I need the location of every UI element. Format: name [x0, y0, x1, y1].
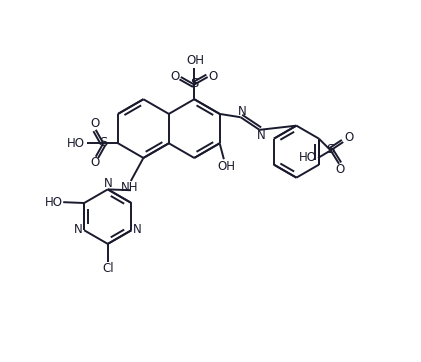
Text: O: O — [171, 70, 180, 83]
Text: S: S — [190, 77, 198, 90]
Text: HO: HO — [298, 151, 317, 164]
Text: OH: OH — [217, 160, 235, 173]
Text: N: N — [257, 129, 266, 142]
Text: O: O — [90, 156, 99, 169]
Text: O: O — [90, 118, 99, 130]
Text: N: N — [133, 223, 141, 236]
Text: HO: HO — [67, 137, 85, 150]
Text: O: O — [335, 163, 344, 176]
Text: HO: HO — [45, 196, 63, 209]
Text: Cl: Cl — [102, 262, 114, 275]
Text: S: S — [99, 136, 107, 149]
Text: O: O — [344, 131, 353, 144]
Text: O: O — [208, 70, 218, 83]
Text: N: N — [104, 177, 112, 190]
Text: S: S — [326, 143, 335, 156]
Text: OH: OH — [186, 54, 204, 67]
Text: N: N — [238, 105, 247, 118]
Text: NH: NH — [121, 181, 139, 194]
Text: N: N — [74, 223, 83, 236]
